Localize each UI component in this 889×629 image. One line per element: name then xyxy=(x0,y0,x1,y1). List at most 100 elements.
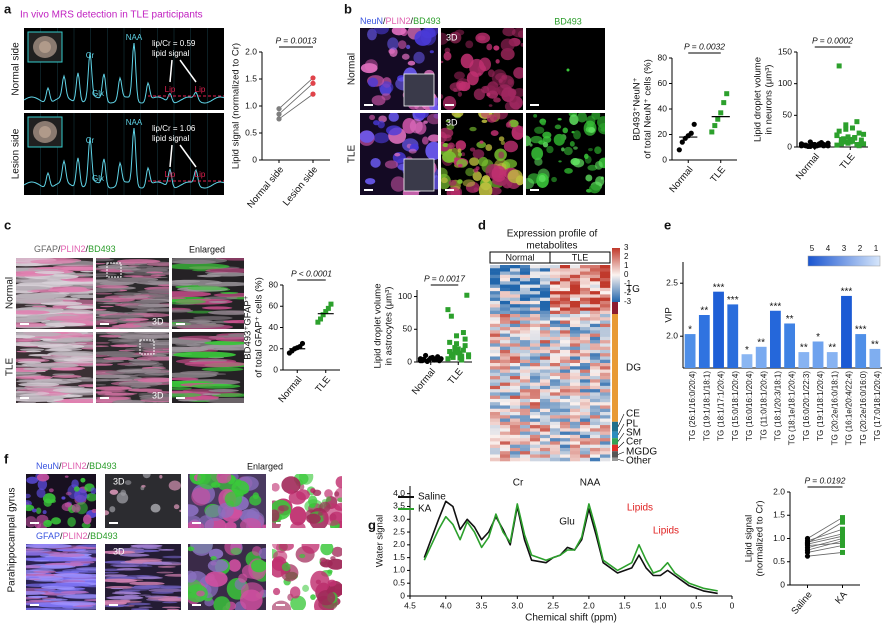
heatmap-cell xyxy=(540,349,551,354)
micrograph-texture xyxy=(502,28,516,37)
micrograph-texture xyxy=(49,286,87,291)
data-point xyxy=(812,143,818,149)
heatmap-cell xyxy=(560,278,571,282)
micrograph-texture xyxy=(22,367,52,371)
micrograph-texture xyxy=(191,487,211,506)
heatmap-cell xyxy=(590,317,601,321)
heatmap-cell xyxy=(570,340,581,344)
heatmap-cell xyxy=(540,330,551,334)
heatmap-cell xyxy=(550,451,561,455)
y-tick-label: 0 xyxy=(273,364,278,374)
heatmap-cell xyxy=(520,425,531,429)
scale-bar xyxy=(445,189,454,191)
heatmap-cell xyxy=(530,402,541,406)
micrograph-texture xyxy=(377,120,385,129)
micrograph-texture xyxy=(469,126,477,132)
bar xyxy=(841,295,852,368)
heatmap-cell xyxy=(600,336,611,341)
micrograph-texture xyxy=(62,398,93,403)
heatmap-cell xyxy=(570,265,581,269)
heatmap-cell xyxy=(490,359,501,364)
scale-bar xyxy=(20,397,29,399)
heatmap-cell xyxy=(590,333,601,338)
heatmap-cell xyxy=(530,451,541,455)
heatmap-cell xyxy=(500,320,511,325)
micrograph-texture xyxy=(172,377,199,381)
micrograph-texture xyxy=(457,152,463,157)
heatmap-cell xyxy=(540,421,551,426)
heatmap-cell xyxy=(580,447,591,452)
heatmap-cell xyxy=(500,366,511,370)
heatmap-cell xyxy=(590,421,601,426)
micrograph-texture xyxy=(31,508,37,513)
micrograph-texture xyxy=(36,488,46,498)
micrograph-background xyxy=(526,28,605,110)
heatmap-cell xyxy=(490,425,501,429)
heatmap-cell xyxy=(570,333,581,338)
heatmap-cell xyxy=(590,438,601,442)
micrograph xyxy=(105,474,181,528)
heatmap-cell xyxy=(560,330,571,334)
heatmap-cell xyxy=(600,434,611,439)
heatmap-cell xyxy=(490,304,501,308)
data-point xyxy=(854,141,860,147)
heatmap-cell xyxy=(580,353,591,357)
heatmap-cell xyxy=(570,454,581,459)
heatmap-cell xyxy=(580,441,591,445)
heatmap-cell xyxy=(500,457,511,462)
bar xyxy=(698,315,710,368)
heatmap-cell xyxy=(550,323,561,328)
micrograph-texture xyxy=(52,373,75,376)
micrograph-texture xyxy=(96,311,118,315)
heatmap-cell xyxy=(570,398,581,403)
micrograph-texture xyxy=(51,517,62,525)
color-scale-label: 1 xyxy=(624,261,629,270)
heatmap-cell xyxy=(570,353,581,357)
micrograph xyxy=(441,28,523,110)
micrograph-texture xyxy=(96,258,115,262)
bar xyxy=(798,352,810,368)
heatmap-cell xyxy=(600,268,611,272)
heatmap-cell xyxy=(500,444,511,449)
spectrum-line xyxy=(23,42,225,104)
heatmap-cell xyxy=(500,441,511,445)
micrograph-texture xyxy=(391,28,406,36)
heatmap-cell xyxy=(580,408,591,413)
micrograph-texture xyxy=(503,140,519,153)
micrograph-texture xyxy=(172,263,230,270)
heatmap-cell xyxy=(590,340,601,344)
data-point xyxy=(328,301,334,307)
color-scale-label: 2 xyxy=(624,252,629,261)
micrograph-texture xyxy=(127,265,141,267)
y-tick-label: 0 xyxy=(252,154,257,164)
micrograph-texture xyxy=(317,590,336,606)
bar xyxy=(784,323,796,368)
heatmap-cell xyxy=(520,415,531,419)
scale-bar xyxy=(176,397,185,399)
micrograph-texture xyxy=(162,555,181,559)
micrograph-texture xyxy=(558,160,562,163)
micrograph-texture xyxy=(398,40,407,49)
heatmap-cell xyxy=(600,376,611,380)
micrograph-texture xyxy=(594,146,602,154)
micrograph-texture xyxy=(86,492,96,502)
heatmap-cell xyxy=(600,428,611,432)
significance-label: ** xyxy=(786,314,794,325)
data-point xyxy=(861,131,867,137)
micrograph-texture xyxy=(223,319,244,324)
heatmap-cell xyxy=(490,421,501,426)
lipid-label: Lip xyxy=(165,85,176,94)
heatmap-cell xyxy=(530,268,541,272)
heatmap-cell xyxy=(560,431,571,436)
micrograph-texture xyxy=(103,302,123,305)
heatmap-cell xyxy=(490,431,501,436)
micrograph-texture xyxy=(319,501,331,513)
micrograph-texture xyxy=(16,372,42,377)
micrograph-texture xyxy=(289,506,307,526)
heatmap-cell xyxy=(500,336,511,341)
data-point xyxy=(852,135,858,141)
heatmap-cell xyxy=(520,366,531,370)
micrograph-texture xyxy=(16,320,34,323)
micrograph-texture xyxy=(144,371,169,376)
micrograph-texture xyxy=(137,379,169,383)
